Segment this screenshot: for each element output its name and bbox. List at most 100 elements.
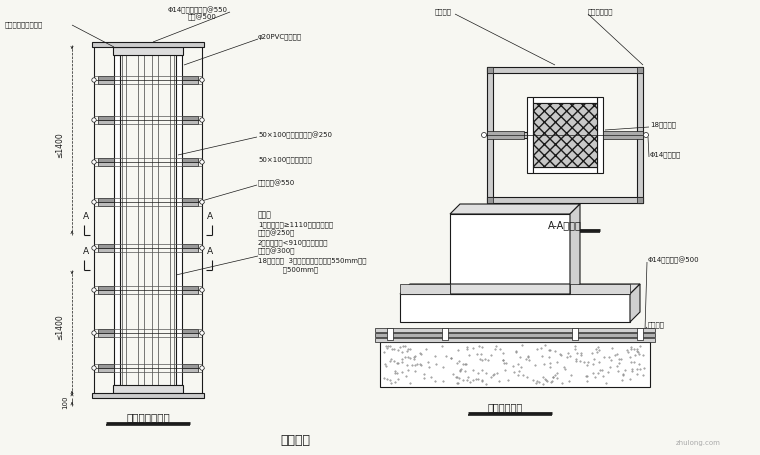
Polygon shape: [570, 204, 580, 294]
Circle shape: [92, 331, 97, 335]
Bar: [637, 67, 643, 203]
Bar: [533, 97, 597, 103]
Bar: [570, 284, 630, 294]
Bar: [98, 333, 114, 337]
Bar: [98, 248, 114, 252]
Bar: [98, 158, 114, 162]
Text: Φ14对拉螺栓竖向@550: Φ14对拉螺栓竖向@550: [168, 6, 228, 14]
Polygon shape: [450, 204, 580, 214]
Text: 说明：: 说明：: [258, 210, 272, 219]
Bar: [182, 202, 198, 206]
Text: A: A: [207, 247, 213, 256]
Bar: [98, 198, 114, 202]
Text: zhulong.com: zhulong.com: [676, 440, 720, 446]
Bar: [442, 328, 448, 340]
Bar: [527, 97, 533, 173]
Text: 18厚九夹板  3、柱模件间距：竖向550mm；横: 18厚九夹板 3、柱模件间距：竖向550mm；横: [258, 257, 366, 263]
Text: 钢管夹具@550: 钢管夹具@550: [258, 179, 295, 187]
Bar: [92, 393, 204, 398]
Text: 1、柱截面宽≥1110以上，柱模背: 1、柱截面宽≥1110以上，柱模背: [258, 221, 333, 228]
Bar: [597, 97, 603, 173]
Bar: [487, 197, 643, 203]
Circle shape: [92, 78, 97, 82]
Bar: [182, 286, 198, 290]
Bar: [98, 76, 114, 80]
Bar: [487, 197, 493, 203]
Bar: [98, 368, 114, 372]
Text: （图四）: （图四）: [280, 434, 310, 446]
Bar: [182, 80, 198, 84]
Text: Φ14对拉螺栓: Φ14对拉螺栓: [650, 152, 681, 158]
Text: 红油漆涂上轴线标志: 红油漆涂上轴线标志: [5, 22, 43, 28]
Text: 18厚九夹板: 18厚九夹板: [650, 121, 676, 128]
Bar: [182, 120, 198, 124]
Bar: [487, 67, 493, 203]
Text: 50×100木枋（背楞）: 50×100木枋（背楞）: [258, 157, 312, 163]
Bar: [98, 329, 114, 333]
Bar: [98, 286, 114, 290]
Bar: [98, 120, 114, 124]
Circle shape: [200, 200, 204, 204]
Circle shape: [644, 132, 648, 137]
Bar: [98, 364, 114, 368]
Bar: [637, 67, 643, 73]
Circle shape: [92, 366, 97, 370]
Bar: [450, 214, 570, 294]
Bar: [375, 338, 655, 342]
Bar: [182, 333, 198, 337]
Bar: [487, 131, 524, 139]
Circle shape: [200, 160, 204, 164]
Text: 向500mm。: 向500mm。: [258, 266, 318, 273]
Bar: [182, 162, 198, 166]
Bar: [182, 248, 198, 252]
Text: 撑木枋@250。: 撑木枋@250。: [258, 230, 295, 238]
Circle shape: [200, 366, 204, 370]
Circle shape: [92, 200, 97, 204]
Text: A-A剖面图: A-A剖面图: [548, 220, 582, 230]
Bar: [182, 116, 198, 120]
Bar: [375, 333, 655, 337]
Text: 钢管夹具: 钢管夹具: [648, 322, 665, 329]
Bar: [92, 42, 204, 47]
Bar: [182, 158, 198, 162]
Text: φ20PVC塑料套管: φ20PVC塑料套管: [258, 34, 302, 40]
Bar: [98, 162, 114, 166]
Bar: [603, 131, 643, 139]
Circle shape: [482, 132, 486, 137]
Bar: [637, 328, 643, 340]
Bar: [487, 132, 643, 138]
Text: 100: 100: [62, 395, 68, 409]
Text: 钢筋砼柱: 钢筋砼柱: [435, 9, 452, 15]
Text: 柱帽模板大样: 柱帽模板大样: [487, 402, 523, 412]
Bar: [400, 294, 630, 322]
Bar: [182, 290, 198, 294]
Text: 撑木枋@300。: 撑木枋@300。: [258, 248, 296, 255]
Circle shape: [200, 246, 204, 250]
Text: 柱模立面大样图: 柱模立面大样图: [126, 412, 170, 422]
Text: 横向@500: 横向@500: [188, 13, 217, 20]
Bar: [182, 198, 198, 202]
Bar: [113, 385, 183, 393]
Polygon shape: [630, 284, 640, 322]
Bar: [182, 76, 198, 80]
Circle shape: [200, 78, 204, 82]
Bar: [637, 197, 643, 203]
Bar: [572, 328, 578, 340]
Bar: [533, 167, 597, 173]
Text: 钢管固定支架: 钢管固定支架: [588, 9, 613, 15]
Bar: [387, 328, 393, 340]
Bar: [98, 116, 114, 120]
Polygon shape: [400, 284, 640, 294]
Bar: [182, 368, 198, 372]
Bar: [487, 67, 493, 73]
Bar: [182, 329, 198, 333]
Text: 50×100木枋（竖楞）@250: 50×100木枋（竖楞）@250: [258, 131, 332, 139]
Bar: [533, 103, 597, 167]
Circle shape: [92, 288, 97, 292]
Bar: [487, 67, 643, 73]
Text: 2、柱截面宽<910以下，柱模背: 2、柱截面宽<910以下，柱模背: [258, 239, 328, 246]
Bar: [182, 244, 198, 248]
Bar: [98, 202, 114, 206]
Bar: [176, 55, 182, 385]
Circle shape: [92, 246, 97, 250]
